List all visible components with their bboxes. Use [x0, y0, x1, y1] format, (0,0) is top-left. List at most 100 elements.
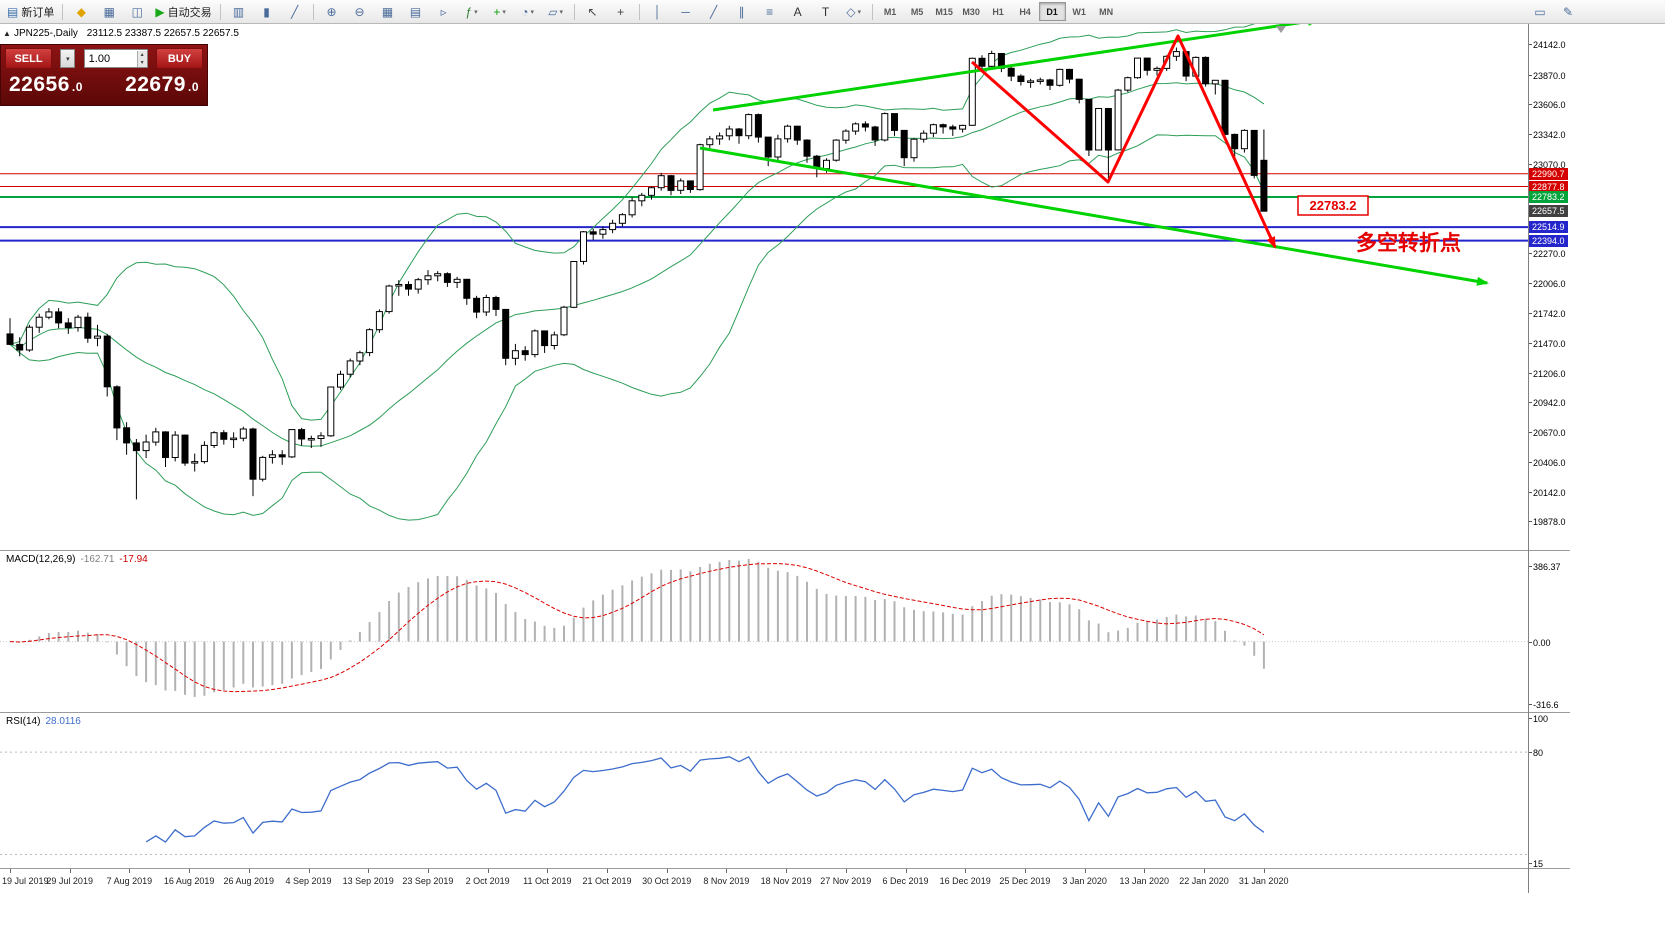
select-tool-button[interactable]: ▭ — [1527, 1, 1553, 23]
pencil-tool-button[interactable]: ✎ — [1555, 1, 1581, 23]
candle-body — [288, 429, 296, 458]
uptrend-line[interactable] — [712, 24, 1320, 112]
date-label: 13 Jan 2020 — [1119, 876, 1170, 886]
templates-button[interactable]: ▱ ▾ — [543, 1, 569, 23]
periods-icon: ◔ — [521, 4, 529, 19]
market-watch-button[interactable]: ◆ — [68, 1, 94, 23]
volume-up-button[interactable]: ▴ — [136, 50, 147, 59]
one-click-panel-toggle-icon[interactable]: ▲ — [3, 29, 11, 38]
candle-body — [852, 123, 860, 132]
candle-body — [259, 456, 267, 480]
volume-dropdown-button[interactable]: ▾ — [60, 49, 76, 68]
time-axis-tick — [189, 869, 191, 873]
vertical-line-button[interactable]: │ — [645, 1, 671, 23]
caret-down-icon: ▾ — [502, 8, 506, 16]
periods-button[interactable]: ◔ ▾ — [515, 1, 541, 23]
panel-separator[interactable] — [0, 712, 1570, 713]
line-chart-button[interactable]: ╱ — [282, 1, 308, 23]
bar-chart-button[interactable]: ▥ — [226, 1, 252, 23]
candle-body — [298, 429, 306, 440]
downtrend-line[interactable] — [699, 146, 1489, 286]
rsi-indicator-panel[interactable] — [0, 713, 1528, 868]
buy-button[interactable]: BUY — [155, 48, 203, 69]
horizontal-line-button[interactable]: ─ — [673, 1, 699, 23]
chart-shift-marker[interactable] — [1276, 26, 1286, 33]
time-axis-tick — [905, 869, 907, 873]
text-button[interactable]: A — [785, 1, 811, 23]
time-axis-tick — [248, 869, 250, 873]
time-axis-tick — [1084, 869, 1086, 873]
chart-shift-button[interactable]: ▹ — [431, 1, 457, 23]
red-zigzag[interactable] — [971, 34, 1277, 249]
select-tool-icon: ▭ — [1534, 5, 1546, 19]
equidistant-channel-button[interactable]: ∥ — [729, 1, 755, 23]
candle-body — [580, 231, 587, 262]
crosshair-button[interactable]: + — [608, 1, 634, 23]
candle-body — [900, 129, 908, 159]
rsi-line[interactable] — [145, 755, 1265, 843]
sell-button[interactable]: SELL — [5, 48, 52, 69]
price-callout-box[interactable] — [1297, 195, 1369, 216]
candle-body — [939, 124, 947, 128]
timeframe-w1-button[interactable]: W1 — [1072, 6, 1086, 17]
candle-body — [1153, 67, 1161, 71]
navigator-button[interactable]: ◫ — [124, 1, 150, 23]
timeframe-m15-button[interactable]: M15 — [935, 6, 953, 17]
date-label: 16 Dec 2019 — [939, 876, 991, 886]
candle-body — [1240, 129, 1248, 150]
candle-body — [920, 132, 928, 140]
candle-body — [1046, 79, 1054, 86]
candle-body — [1143, 57, 1151, 71]
bollinger-upper-band[interactable] — [9, 24, 1264, 421]
bollinger-lower-band[interactable] — [9, 134, 1265, 521]
candle-body — [1056, 68, 1064, 86]
add-indicator-button[interactable]: + ▾ — [487, 1, 513, 23]
auto-trading-button[interactable]: ▶ 自动交易 — [152, 1, 214, 23]
timeframe-d1-button[interactable]: D1 — [1038, 2, 1066, 21]
zoom-out-button[interactable]: ⊖ — [347, 1, 373, 23]
price-scale-label: 24142.0 — [1529, 40, 1566, 50]
candle-body — [1231, 133, 1239, 150]
main-price-chart[interactable]: 22783.2 多空转折点 — [0, 24, 1528, 550]
time-axis-tick — [308, 869, 310, 873]
macd-indicator-panel[interactable] — [0, 551, 1528, 712]
date-label: 13 Sep 2019 — [342, 876, 394, 886]
trendline-button[interactable]: ╱ — [701, 1, 727, 23]
panel-separator[interactable] — [0, 868, 1570, 869]
indicators-button[interactable]: ƒ ▾ — [459, 1, 485, 23]
macd-signal-line[interactable] — [9, 563, 1265, 693]
price-scale[interactable]: 24142.0 23870.0 23606.0 23342.0 23070.0 22270… — [1528, 0, 1589, 948]
timeframe-m1-button[interactable]: M1 — [883, 6, 897, 17]
timeframe-m5-button[interactable]: M5 — [910, 6, 924, 17]
auto-arrange-button[interactable]: ▤ — [403, 1, 429, 23]
panel-separator[interactable] — [0, 550, 1570, 551]
time-axis-tick — [427, 869, 429, 873]
price-scale-label: 22006.0 — [1529, 279, 1566, 289]
candle-body — [142, 441, 150, 452]
new-order-button[interactable]: ▤ 新订单 — [4, 1, 57, 23]
time-axis[interactable]: 19 Jul 2019 29 Jul 2019 7 Aug 2019 16 Aug 2… — [0, 869, 1570, 895]
candle-body — [473, 297, 481, 313]
timeframe-m30-button[interactable]: M30 — [962, 6, 980, 17]
time-axis-tick — [965, 869, 967, 873]
fibonacci-button[interactable]: ≡ — [757, 1, 783, 23]
zoom-in-button[interactable]: ⊕ — [319, 1, 345, 23]
timeframe-h4-button[interactable]: H4 — [1019, 6, 1031, 17]
text-label-button[interactable]: T — [813, 1, 839, 23]
timeframe-mn-button[interactable]: MN — [1099, 6, 1114, 17]
data-window-button[interactable]: ▦ — [96, 1, 122, 23]
tile-windows-button[interactable]: ▦ — [375, 1, 401, 23]
volume-down-button[interactable]: ▾ — [136, 58, 147, 67]
cursor-button[interactable]: ↖ — [580, 1, 606, 23]
candle-body — [482, 297, 490, 313]
volume-input[interactable] — [84, 51, 137, 66]
chart-ohlc-info: JPN225-,Daily 23112.5 23387.5 22657.5 22… — [14, 28, 239, 39]
candle-body — [764, 136, 772, 158]
shapes-button[interactable]: ◇ ▾ — [841, 1, 867, 23]
candlestick-chart-button[interactable]: ▮ — [254, 1, 280, 23]
bollinger-middle-band[interactable] — [9, 82, 1265, 447]
price-tag: 22877.8 — [1529, 180, 1568, 193]
timeframe-h1-button[interactable]: H1 — [992, 6, 1004, 17]
date-label: 4 Sep 2019 — [285, 876, 332, 886]
candle-body — [988, 53, 996, 67]
